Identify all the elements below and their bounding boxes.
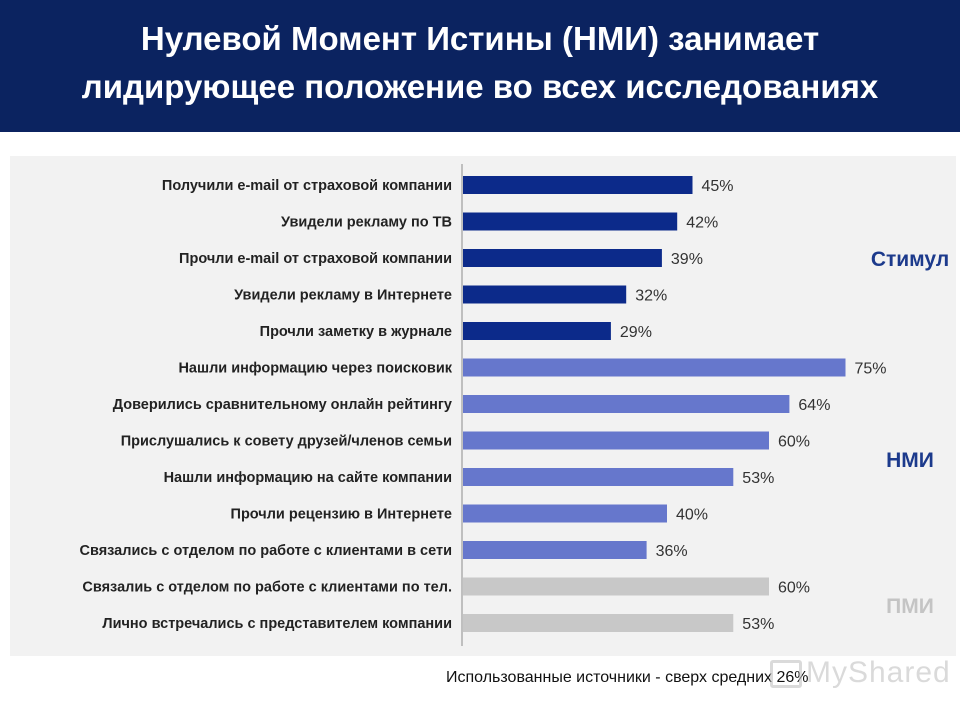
value-label: 36% bbox=[656, 543, 688, 560]
bar bbox=[463, 614, 734, 632]
group-label: Стимул bbox=[871, 248, 949, 271]
category-label: Нашли информацию через поисковик bbox=[178, 361, 452, 377]
value-label: 45% bbox=[702, 178, 734, 195]
category-label: Нашли информацию на сайте компании bbox=[164, 470, 452, 486]
category-label: Доверились сравнительному онлайн рейтинг… bbox=[113, 397, 452, 413]
bar bbox=[463, 249, 662, 267]
watermark-text: MyShared bbox=[806, 656, 951, 689]
bar bbox=[463, 322, 611, 340]
bar bbox=[463, 468, 734, 486]
category-label: Прочли рецензию в Интернете bbox=[231, 507, 452, 523]
bar-chart: Получили e-mail от страховой компании 45%… bbox=[80, 164, 949, 646]
bar bbox=[463, 176, 693, 194]
bar bbox=[463, 395, 790, 413]
value-label: 42% bbox=[686, 215, 718, 232]
value-label: 39% bbox=[671, 251, 703, 268]
footnote: Использованные источники - сверх средних… bbox=[446, 669, 809, 686]
bar bbox=[463, 212, 678, 231]
watermark-icon bbox=[770, 660, 802, 689]
bar bbox=[463, 541, 647, 559]
category-label: Получили e-mail от страховой компании bbox=[162, 178, 452, 194]
value-label: 40% bbox=[676, 507, 708, 524]
category-label: Связалиь с отделом по работе с клиентами… bbox=[82, 580, 452, 596]
category-label: Прислушались к совету друзей/членов семь… bbox=[121, 434, 452, 450]
value-label: 32% bbox=[635, 288, 667, 305]
value-label: 75% bbox=[855, 361, 887, 378]
group-label: НМИ bbox=[886, 449, 934, 472]
title-line-2: лидирующее положение во всех исследовани… bbox=[81, 68, 879, 105]
value-label: 64% bbox=[798, 397, 830, 414]
bar bbox=[463, 358, 846, 377]
category-label: Прочли e-mail от страховой компании bbox=[179, 251, 452, 267]
bar bbox=[463, 577, 769, 596]
title-line-1: Нулевой Момент Истины (НМИ) занимает bbox=[140, 20, 820, 57]
category-label: Увидели рекламу в Интернете bbox=[234, 288, 452, 304]
chart-panel: Получили e-mail от страховой компании 45%… bbox=[10, 156, 956, 656]
bar bbox=[463, 504, 667, 523]
value-label: 53% bbox=[742, 616, 774, 633]
value-label: 53% bbox=[742, 470, 774, 487]
category-label: Связались с отделом по работе с клиентам… bbox=[80, 543, 453, 559]
bar bbox=[463, 431, 769, 450]
group-label: ПМИ bbox=[886, 595, 934, 618]
category-label: Лично встречались с представителем компа… bbox=[102, 616, 452, 632]
value-label: 60% bbox=[778, 434, 810, 451]
watermark-logo: MyShared bbox=[770, 656, 951, 690]
value-label: 29% bbox=[620, 324, 652, 341]
title-banner: Нулевой Момент Истины (НМИ) занимает лид… bbox=[0, 0, 960, 132]
bar bbox=[463, 285, 627, 304]
category-label: Прочли заметку в журнале bbox=[260, 324, 452, 340]
value-label: 60% bbox=[778, 580, 810, 597]
category-label: Увидели рекламу по ТВ bbox=[281, 215, 452, 231]
